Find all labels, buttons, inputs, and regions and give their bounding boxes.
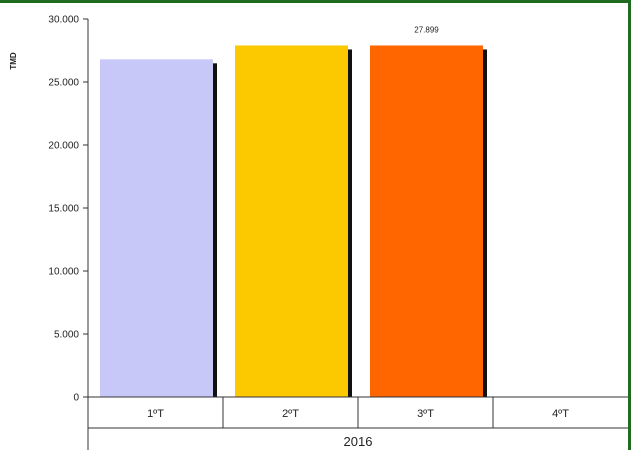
y-axis-title: TMD	[9, 52, 18, 70]
bar-3	[370, 45, 483, 398]
y-tick-label: 25.000	[48, 78, 79, 89]
bar-data-label: 27.899	[414, 25, 439, 34]
x-tick-label: 2ºT	[282, 408, 299, 420]
x-tick-label: 3ºT	[417, 408, 434, 420]
y-tick-label: 20.000	[48, 141, 79, 152]
x-tick-label: 4ºT	[552, 408, 569, 420]
x-tick-label: 1ºT	[147, 408, 164, 420]
bar-shadow	[348, 49, 352, 398]
y-tick-label: 10.000	[48, 267, 79, 278]
y-tick-label: 15.000	[48, 204, 79, 215]
x-group-label: 2016	[344, 434, 373, 449]
y-tick-label: 0	[73, 393, 79, 404]
bar-1	[100, 59, 213, 397]
bar-shadow	[213, 63, 217, 397]
bar-shadow	[483, 49, 487, 398]
y-tick-label: 5.000	[54, 330, 79, 341]
y-tick-label: 30.000	[48, 15, 79, 26]
bar-2	[235, 45, 348, 398]
